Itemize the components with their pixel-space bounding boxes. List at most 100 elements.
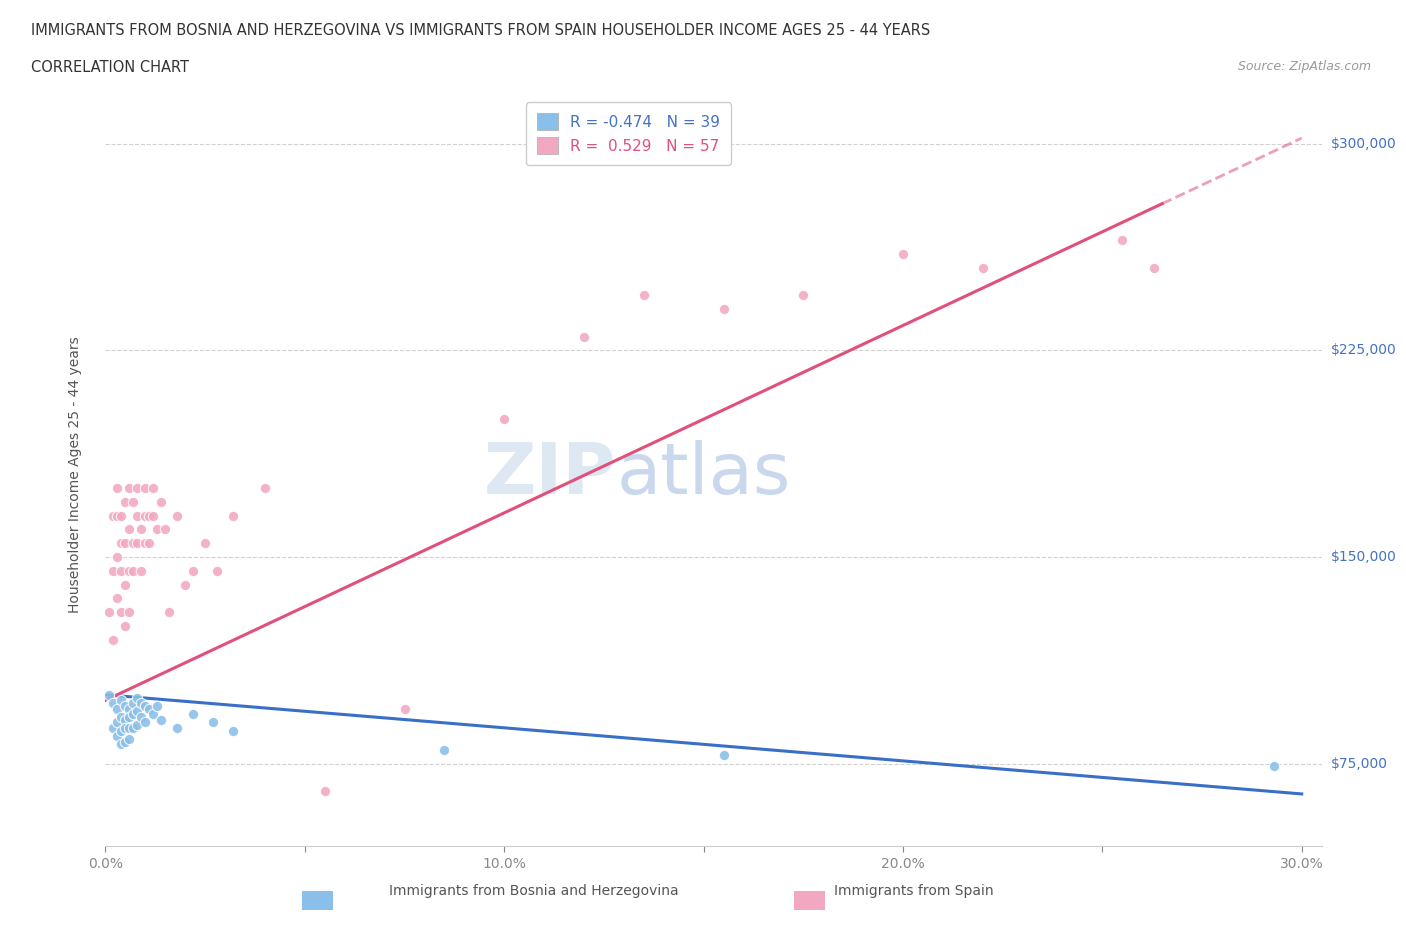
Point (150, 495, 173, 510)
Point (314, 784, 336, 799)
Point (891, 246, 914, 261)
Point (114, 698, 136, 713)
Point (107, 550, 129, 565)
Point (433, 742, 456, 757)
Point (107, 715, 129, 730)
Point (127, 718, 149, 733)
Point (114, 618, 136, 633)
Point (194, 536, 217, 551)
Y-axis label: Householder Income Ages 25 - 44 years: Householder Income Ages 25 - 44 years (67, 336, 82, 613)
Point (138, 508, 160, 523)
Point (118, 564, 141, 578)
Point (98, 687, 121, 702)
Point (138, 701, 160, 716)
Point (494, 412, 516, 427)
Point (107, 701, 129, 716)
Point (103, 508, 125, 523)
Point (122, 536, 145, 551)
Point (205, 564, 228, 578)
Point (118, 710, 141, 724)
Text: ZIP: ZIP (484, 440, 616, 509)
Point (114, 734, 136, 749)
Point (110, 710, 132, 724)
Point (114, 712, 136, 727)
Text: Immigrants from Spain: Immigrants from Spain (834, 884, 994, 897)
Point (110, 508, 132, 523)
Point (138, 536, 160, 551)
Point (134, 536, 156, 551)
Point (134, 481, 156, 496)
Point (107, 481, 129, 496)
Point (131, 710, 153, 724)
Point (103, 721, 125, 736)
Text: $150,000: $150,000 (1331, 550, 1398, 564)
Point (253, 481, 276, 496)
Point (181, 564, 204, 578)
Point (142, 481, 165, 496)
Point (122, 564, 145, 578)
Point (572, 329, 595, 344)
Point (110, 693, 132, 708)
Text: $300,000: $300,000 (1331, 137, 1398, 151)
Text: IMMIGRANTS FROM BOSNIA AND HERZEGOVINA VS IMMIGRANTS FROM SPAIN HOUSEHOLDER INCO: IMMIGRANTS FROM BOSNIA AND HERZEGOVINA V… (31, 23, 931, 38)
Point (118, 522, 141, 537)
Point (103, 632, 125, 647)
Point (114, 495, 136, 510)
Point (972, 260, 994, 275)
Point (122, 696, 145, 711)
Legend: R = -0.474   N = 39, R =  0.529   N = 57: R = -0.474 N = 39, R = 0.529 N = 57 (526, 102, 731, 165)
Point (174, 578, 197, 592)
Point (157, 604, 180, 619)
Point (127, 704, 149, 719)
Point (122, 495, 145, 510)
Point (110, 724, 132, 738)
Point (127, 536, 149, 551)
Text: Source: ZipAtlas.com: Source: ZipAtlas.com (1237, 60, 1371, 73)
Point (633, 287, 655, 302)
Point (1263, 759, 1285, 774)
Point (142, 508, 165, 523)
Point (134, 508, 156, 523)
Point (166, 721, 188, 736)
Point (146, 698, 169, 713)
Point (122, 721, 145, 736)
Point (110, 737, 132, 751)
Point (127, 690, 149, 705)
Point (792, 287, 814, 302)
Point (98, 604, 121, 619)
Text: $75,000: $75,000 (1331, 757, 1388, 771)
Point (394, 701, 416, 716)
Point (114, 721, 136, 736)
Point (127, 481, 149, 496)
Point (107, 728, 129, 743)
Point (103, 564, 125, 578)
Point (110, 604, 132, 619)
Point (150, 712, 173, 727)
Point (131, 522, 153, 537)
Point (107, 508, 129, 523)
Point (118, 731, 141, 746)
Text: atlas: atlas (616, 440, 790, 509)
Point (114, 536, 136, 551)
Point (181, 707, 204, 722)
Point (118, 604, 141, 619)
Point (122, 707, 145, 722)
Point (202, 715, 225, 730)
Point (107, 591, 129, 605)
Point (103, 696, 125, 711)
Point (222, 724, 245, 738)
Point (134, 698, 156, 713)
Point (1143, 260, 1166, 275)
Point (131, 696, 153, 711)
Text: Immigrants from Bosnia and Herzegovina: Immigrants from Bosnia and Herzegovina (389, 884, 679, 897)
Point (110, 536, 132, 551)
Point (146, 522, 169, 537)
Point (134, 715, 156, 730)
Point (222, 508, 245, 523)
Point (118, 701, 141, 716)
Point (118, 721, 141, 736)
Point (131, 564, 153, 578)
Point (110, 564, 132, 578)
Point (1111, 232, 1133, 247)
Point (142, 707, 165, 722)
